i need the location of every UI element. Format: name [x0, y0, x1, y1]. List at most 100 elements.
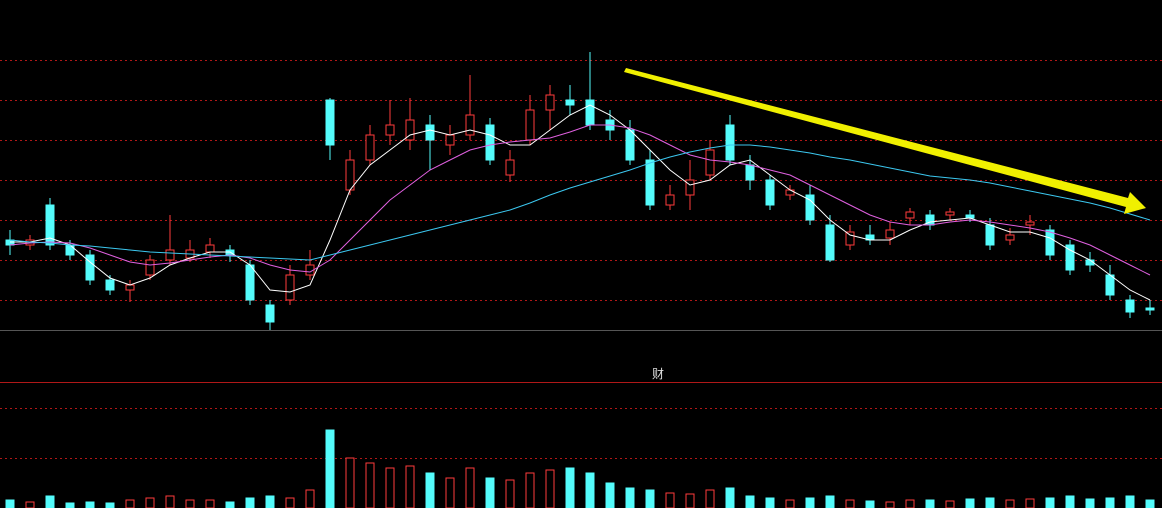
candle-body — [1025, 221, 1035, 226]
candle-body — [1145, 307, 1155, 311]
candle-body — [525, 109, 535, 141]
candle-body — [785, 189, 795, 196]
tab-box — [648, 365, 668, 381]
volume-bar — [285, 497, 295, 508]
trend-arrow — [624, 68, 1146, 214]
volume-bar — [265, 495, 275, 508]
candle-body — [885, 229, 895, 239]
candle-body — [1045, 229, 1055, 256]
volume-bar — [345, 457, 355, 508]
candle-body — [705, 149, 715, 176]
candle-body — [585, 99, 595, 126]
candle-body — [665, 194, 675, 206]
volume-bar — [765, 497, 775, 508]
volume-bar — [205, 499, 215, 508]
price-pane — [0, 52, 1162, 330]
volume-bar — [1085, 498, 1095, 508]
candle-body — [1005, 234, 1015, 241]
volume-bar — [105, 502, 115, 508]
volume-bar — [85, 501, 95, 508]
candle-body — [745, 164, 755, 181]
volume-bar — [5, 499, 15, 508]
candle-body — [365, 134, 375, 161]
volume-bar — [125, 499, 135, 508]
volume-bar — [385, 467, 395, 508]
volume-bar — [145, 497, 155, 508]
candle-body — [45, 204, 55, 246]
candle-body — [565, 99, 575, 106]
volume-bar — [845, 499, 855, 508]
candle-body — [205, 244, 215, 253]
candle-body — [405, 119, 415, 141]
volume-bar — [245, 497, 255, 508]
volume-bar — [225, 501, 235, 508]
candle-body — [765, 179, 775, 206]
volume-bar — [625, 487, 635, 508]
volume-bar — [725, 487, 735, 508]
volume-bar — [985, 497, 995, 508]
volume-bar — [905, 499, 915, 508]
candle-body — [845, 231, 855, 246]
candle-body — [485, 124, 495, 161]
volume-bar — [665, 492, 675, 508]
candle-body — [645, 159, 655, 206]
candle-body — [445, 134, 455, 146]
volume-bar — [1045, 497, 1055, 508]
candle-body — [505, 159, 515, 176]
volume-bar — [585, 472, 595, 508]
volume-bar — [865, 500, 875, 508]
volume-bar — [185, 499, 195, 508]
volume-bar — [1005, 499, 1015, 508]
volume-bar — [545, 469, 555, 508]
volume-bar — [805, 497, 815, 508]
volume-bar — [365, 462, 375, 508]
candle-body — [545, 94, 555, 111]
volume-bar — [65, 502, 75, 508]
volume-bar — [305, 489, 315, 508]
candle-body — [65, 244, 75, 256]
volume-bar — [45, 495, 55, 508]
ma-line — [9, 144, 1151, 261]
volume-bar — [605, 482, 615, 508]
volume-bar — [1105, 497, 1115, 508]
candle-body — [245, 264, 255, 301]
volume-bar — [1145, 499, 1155, 508]
volume-bar — [525, 472, 535, 508]
volume-bar — [325, 429, 335, 508]
volume-bar — [1065, 495, 1075, 508]
ma-line — [9, 124, 1151, 276]
candle-body — [145, 259, 155, 276]
volume-bar — [505, 479, 515, 508]
volume-bar — [785, 499, 795, 508]
candle-body — [905, 211, 915, 219]
volume-bar — [565, 467, 575, 508]
volume-bar — [485, 477, 495, 508]
volume-pane — [0, 408, 1162, 508]
candle-body — [1065, 244, 1075, 271]
volume-bar — [925, 499, 935, 508]
candle-body — [125, 284, 135, 291]
volume-bar — [405, 465, 415, 508]
candle-body — [825, 224, 835, 261]
candle-body — [165, 249, 175, 261]
volume-bar — [1125, 495, 1135, 508]
candle-body — [285, 274, 295, 301]
candle-body — [85, 254, 95, 281]
volume-bar — [745, 495, 755, 508]
volume-bar — [945, 500, 955, 508]
candle-body — [625, 129, 635, 161]
volume-bar — [1025, 498, 1035, 508]
candle-body — [1105, 274, 1115, 296]
pane-label: 财 — [652, 367, 664, 381]
candle-body — [265, 304, 275, 323]
candle-body — [105, 279, 115, 291]
candle-body — [425, 124, 435, 141]
candle-body — [985, 224, 995, 246]
volume-bar — [425, 472, 435, 508]
volume-bar — [885, 501, 895, 508]
volume-bar — [25, 501, 35, 508]
volume-bar — [705, 489, 715, 508]
volume-bar — [685, 493, 695, 508]
